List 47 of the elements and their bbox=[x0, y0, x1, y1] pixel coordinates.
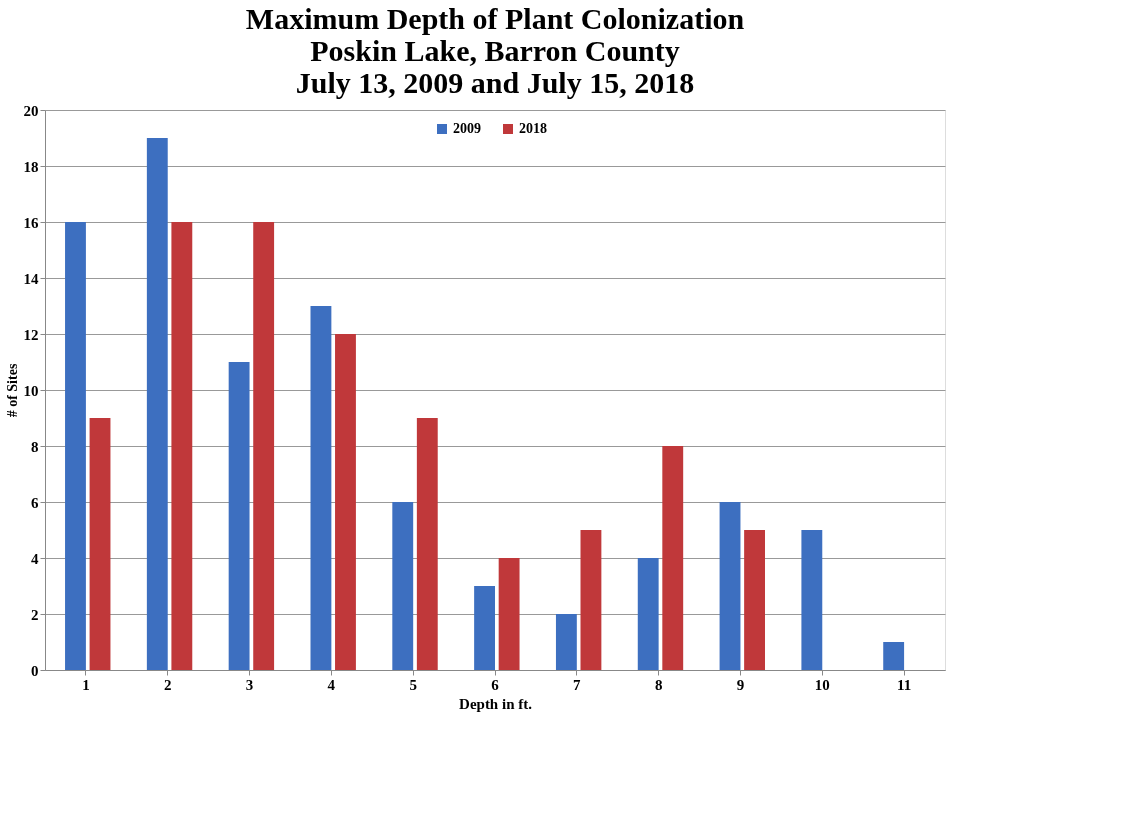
x-tick-label: 5 bbox=[409, 676, 417, 693]
bar bbox=[555, 614, 577, 670]
x-tick-label: 2 bbox=[163, 676, 172, 693]
bar bbox=[416, 418, 438, 670]
x-tick-label: 6 bbox=[491, 676, 500, 693]
x-axis-title: Depth in ft. bbox=[459, 695, 533, 712]
bar bbox=[65, 222, 86, 670]
x-tick-label: 10 bbox=[814, 676, 830, 693]
legend-label: 2018 bbox=[519, 121, 547, 136]
bar bbox=[801, 530, 823, 670]
bar bbox=[228, 362, 250, 670]
legend-label: 2009 bbox=[453, 121, 481, 136]
x-tick-label: 3 bbox=[245, 676, 254, 693]
bar bbox=[637, 558, 659, 670]
bar bbox=[171, 222, 193, 670]
y-tick-label: 4 bbox=[31, 550, 39, 567]
bar bbox=[89, 418, 111, 670]
bar bbox=[744, 530, 765, 670]
x-tick-label: 1 bbox=[82, 676, 90, 693]
y-tick-label: 16 bbox=[23, 214, 39, 231]
bar bbox=[719, 502, 741, 670]
bar bbox=[310, 306, 332, 670]
y-tick-label: 8 bbox=[31, 438, 39, 455]
bar bbox=[253, 222, 275, 670]
y-axis-title: # of Sites bbox=[4, 363, 20, 418]
bar bbox=[662, 446, 684, 670]
y-tick-label: 0 bbox=[31, 662, 39, 679]
y-tick-label: 12 bbox=[23, 326, 39, 343]
x-tick-label: 7 bbox=[573, 676, 582, 693]
y-tick-label: 14 bbox=[23, 270, 39, 287]
bar bbox=[474, 586, 495, 670]
y-tick-label: 6 bbox=[31, 494, 39, 511]
y-tick-label: 10 bbox=[23, 382, 39, 399]
bar bbox=[392, 502, 414, 670]
x-tick-label: 4 bbox=[327, 676, 336, 693]
bar bbox=[883, 642, 905, 670]
y-tick-label: 20 bbox=[23, 102, 39, 119]
bar bbox=[580, 530, 602, 670]
x-tick-label: 8 bbox=[654, 676, 663, 693]
y-tick-label: 2 bbox=[31, 606, 39, 623]
chart-title: Maximum Depth of Plant Colonization Poskin Lake, Barron County July 13, 2009 and July 15, 2018 bbox=[245, 2, 745, 99]
x-tick-label: 11 bbox=[897, 676, 912, 693]
x-tick-label: 9 bbox=[736, 676, 745, 693]
bar bbox=[498, 558, 520, 670]
bar bbox=[146, 138, 168, 670]
y-tick-label: 18 bbox=[23, 158, 39, 175]
bar bbox=[335, 334, 356, 670]
